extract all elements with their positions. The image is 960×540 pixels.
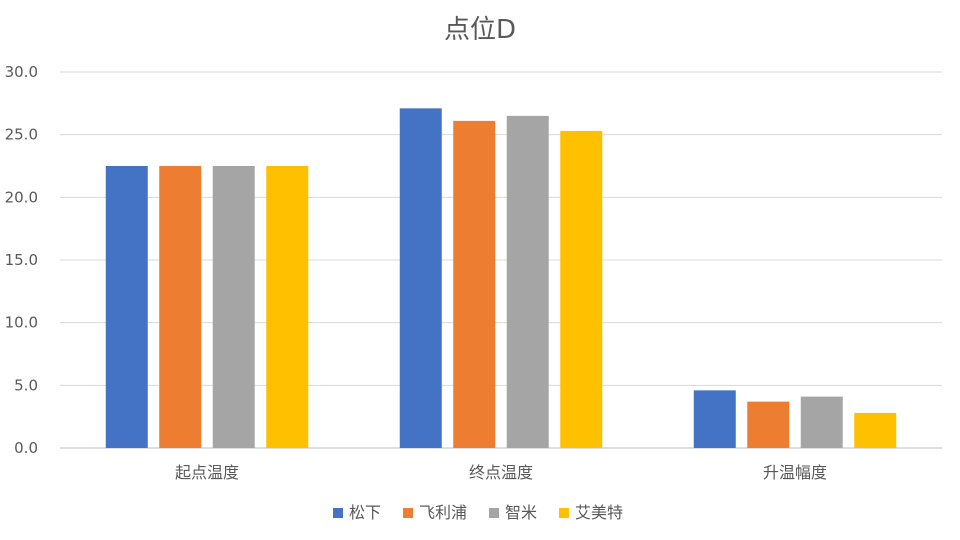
y-tick-label: 5.0: [14, 376, 38, 394]
chart-title: 点位D: [444, 15, 516, 45]
bar-1-1: [453, 120, 496, 448]
bar-0-3: [266, 166, 309, 448]
legend: 松下 飞利浦 智米 艾美特: [333, 503, 623, 522]
y-tick-label: 15.0: [5, 251, 38, 269]
x-category-label: 升温幅度: [763, 463, 827, 482]
bar-0-0: [105, 166, 148, 448]
legend-label: 飞利浦: [419, 503, 467, 522]
y-tick-label: 20.0: [5, 188, 38, 206]
bar-0-1: [159, 166, 202, 448]
bar-0-2: [212, 166, 255, 448]
bar-1-0: [399, 108, 442, 448]
y-tick-label: 30.0: [5, 63, 38, 81]
bars: [105, 108, 897, 448]
x-axis-categories: 起点温度 终点温度 升温幅度: [175, 463, 827, 482]
bar-2-3: [854, 412, 897, 448]
x-category-label: 起点温度: [175, 463, 239, 482]
y-tick-label: 25.0: [5, 126, 38, 144]
legend-swatch: [559, 508, 569, 518]
bar-2-0: [693, 390, 736, 448]
legend-label: 智米: [505, 503, 537, 522]
legend-label: 艾美特: [575, 503, 623, 522]
bar-1-2: [506, 115, 549, 448]
legend-label: 松下: [349, 503, 381, 522]
legend-swatch: [333, 508, 343, 518]
bar-2-2: [800, 396, 843, 448]
legend-swatch: [489, 508, 499, 518]
y-axis-ticks: 0.0 5.0 10.0 15.0 20.0 25.0 30.0: [5, 63, 38, 457]
x-category-label: 终点温度: [469, 463, 533, 482]
y-tick-label: 10.0: [5, 314, 38, 332]
bar-1-3: [560, 130, 603, 448]
bar-2-1: [747, 401, 790, 448]
gridlines: [60, 71, 942, 449]
y-tick-label: 0.0: [14, 439, 38, 457]
legend-swatch: [403, 508, 413, 518]
